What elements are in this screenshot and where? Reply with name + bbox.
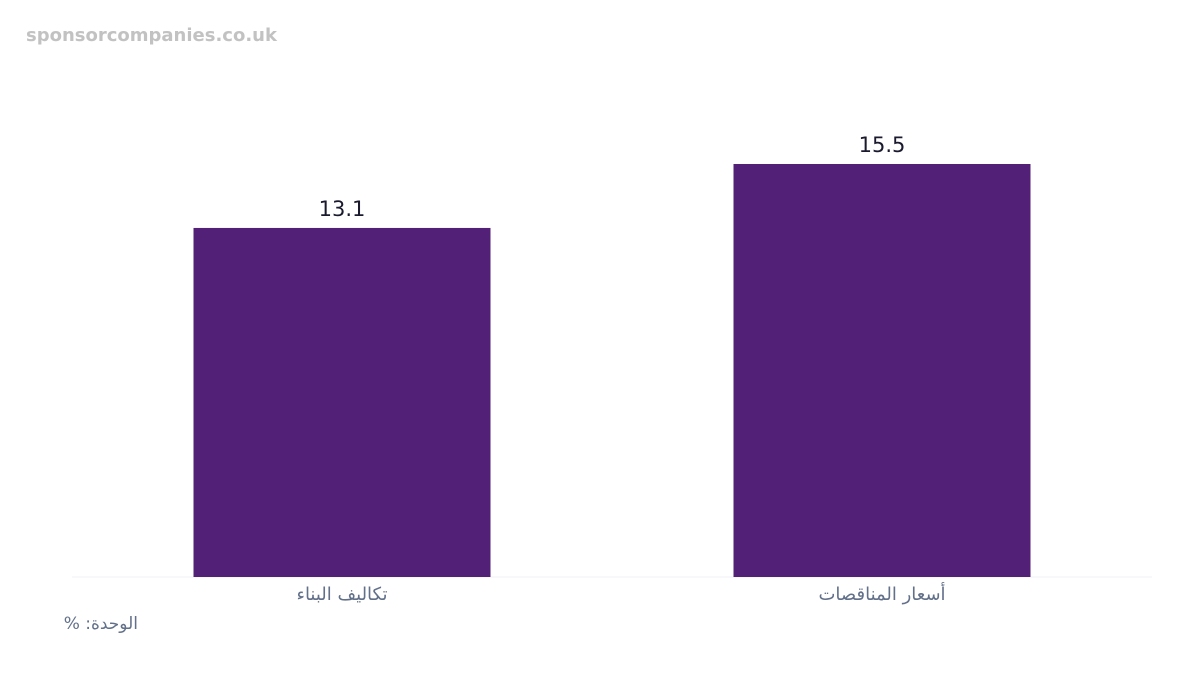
watermark: sponsorcompanies.co.uk (26, 25, 278, 46)
x-tick-label: تكاليف البناء (296, 584, 387, 605)
unit-note: الوحدة: % (64, 614, 138, 634)
bar (193, 227, 491, 578)
value-label: 13.1 (319, 197, 366, 221)
x-tick-label: أسعار المناقصات (818, 582, 945, 605)
bar (733, 164, 1031, 577)
value-label: 15.5 (859, 133, 906, 157)
